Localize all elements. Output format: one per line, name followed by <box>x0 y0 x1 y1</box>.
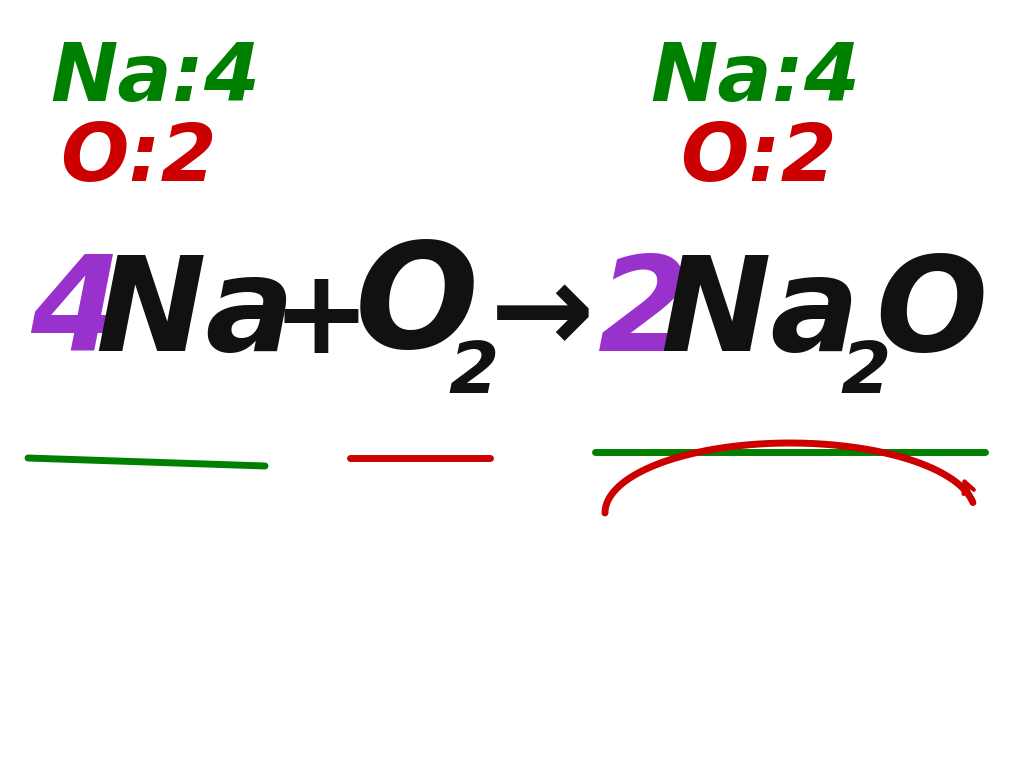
Text: 2: 2 <box>449 339 499 408</box>
Text: →: → <box>490 257 595 378</box>
Text: 2: 2 <box>840 339 890 408</box>
Text: Na:4: Na:4 <box>650 40 860 118</box>
Text: Na: Na <box>660 251 859 378</box>
Text: O: O <box>874 251 987 378</box>
Text: O:2: O:2 <box>60 120 217 198</box>
Text: O:2: O:2 <box>680 120 837 198</box>
Text: Na: Na <box>95 251 295 378</box>
Text: +: + <box>272 263 371 378</box>
Text: 2: 2 <box>598 251 690 378</box>
Text: Na:4: Na:4 <box>50 40 260 118</box>
Text: O: O <box>355 237 479 378</box>
Text: 4: 4 <box>30 251 122 378</box>
